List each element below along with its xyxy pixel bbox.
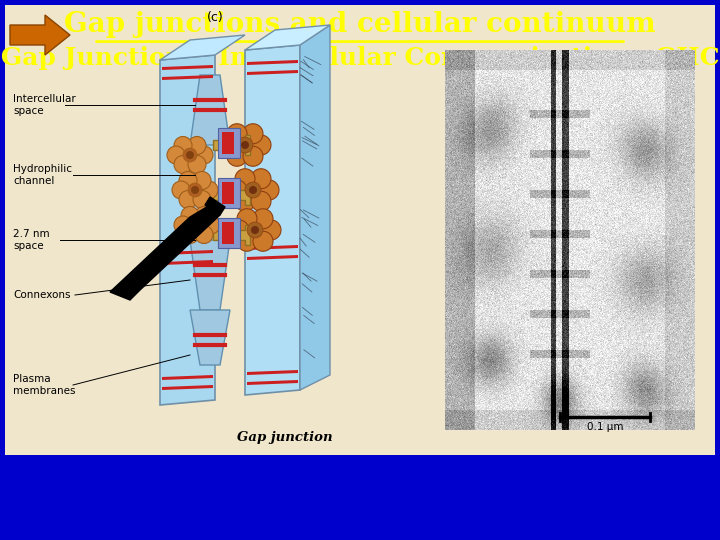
Circle shape — [251, 191, 271, 211]
Polygon shape — [213, 185, 250, 205]
Circle shape — [249, 186, 257, 194]
Bar — [218, 218, 240, 248]
Polygon shape — [110, 205, 220, 300]
Circle shape — [227, 180, 247, 200]
Polygon shape — [160, 55, 215, 405]
Circle shape — [193, 172, 211, 190]
Circle shape — [191, 186, 199, 194]
Text: 0.1 μm: 0.1 μm — [587, 422, 624, 432]
Polygon shape — [190, 310, 230, 365]
Circle shape — [181, 206, 199, 225]
Circle shape — [229, 220, 249, 240]
Polygon shape — [162, 75, 213, 80]
Polygon shape — [247, 70, 298, 75]
Bar — [5, 5, 715, 455]
Polygon shape — [190, 75, 230, 145]
Circle shape — [172, 181, 190, 199]
Polygon shape — [162, 250, 213, 255]
Circle shape — [237, 137, 253, 153]
Circle shape — [183, 148, 197, 162]
Polygon shape — [205, 197, 225, 215]
Polygon shape — [160, 35, 245, 60]
Bar — [445, 50, 695, 430]
Circle shape — [188, 137, 206, 154]
Bar — [218, 128, 240, 158]
Text: Intercellular
space: Intercellular space — [13, 94, 76, 116]
Polygon shape — [162, 385, 213, 390]
Circle shape — [195, 226, 213, 244]
Polygon shape — [162, 260, 213, 265]
Polygon shape — [213, 135, 250, 155]
Circle shape — [253, 209, 273, 229]
Circle shape — [195, 146, 213, 164]
Text: (Gap Junctional Intercellular Communication - GJIC): (Gap Junctional Intercellular Communicat… — [0, 46, 720, 70]
Circle shape — [247, 222, 263, 238]
Circle shape — [235, 191, 255, 211]
Circle shape — [251, 135, 271, 155]
Text: (c): (c) — [207, 10, 223, 24]
Text: Hydrophilic
channel: Hydrophilic channel — [13, 164, 72, 186]
Polygon shape — [245, 25, 330, 50]
Circle shape — [227, 124, 247, 144]
Circle shape — [179, 191, 197, 208]
Text: Connexons: Connexons — [13, 290, 71, 300]
Polygon shape — [247, 60, 298, 65]
Circle shape — [188, 156, 206, 173]
Circle shape — [186, 151, 194, 159]
Circle shape — [181, 226, 199, 244]
Bar — [222, 222, 234, 244]
Circle shape — [200, 181, 218, 199]
Circle shape — [251, 168, 271, 189]
Polygon shape — [247, 255, 298, 260]
Bar — [218, 178, 240, 208]
Text: Gap junction: Gap junction — [237, 430, 333, 443]
Circle shape — [195, 206, 213, 225]
Polygon shape — [162, 375, 213, 380]
Polygon shape — [300, 25, 330, 390]
Polygon shape — [190, 240, 230, 310]
Circle shape — [179, 172, 197, 190]
Circle shape — [193, 221, 201, 229]
Polygon shape — [10, 15, 70, 55]
Polygon shape — [247, 370, 298, 375]
Circle shape — [251, 226, 259, 234]
Circle shape — [188, 183, 202, 197]
Circle shape — [261, 220, 281, 240]
Circle shape — [243, 146, 263, 166]
Circle shape — [259, 180, 279, 200]
Bar — [222, 182, 234, 204]
Polygon shape — [247, 245, 298, 250]
Circle shape — [202, 216, 220, 234]
Circle shape — [245, 182, 261, 198]
Bar — [222, 132, 234, 154]
Polygon shape — [162, 65, 213, 70]
Polygon shape — [213, 225, 250, 245]
Circle shape — [190, 218, 204, 232]
Circle shape — [243, 124, 263, 144]
Text: 2.7 nm
space: 2.7 nm space — [13, 229, 50, 251]
Circle shape — [237, 231, 257, 251]
Circle shape — [174, 216, 192, 234]
Circle shape — [235, 168, 255, 189]
Polygon shape — [245, 45, 300, 395]
Polygon shape — [247, 380, 298, 385]
Text: Gap junctions and cellular continuum: Gap junctions and cellular continuum — [64, 11, 656, 38]
Circle shape — [241, 141, 249, 149]
Circle shape — [237, 209, 257, 229]
Circle shape — [167, 146, 185, 164]
Circle shape — [174, 137, 192, 154]
Circle shape — [219, 135, 239, 155]
Text: Plasma
membranes: Plasma membranes — [13, 374, 76, 396]
Circle shape — [227, 146, 247, 166]
Circle shape — [253, 231, 273, 251]
Circle shape — [174, 156, 192, 173]
Circle shape — [193, 191, 211, 208]
